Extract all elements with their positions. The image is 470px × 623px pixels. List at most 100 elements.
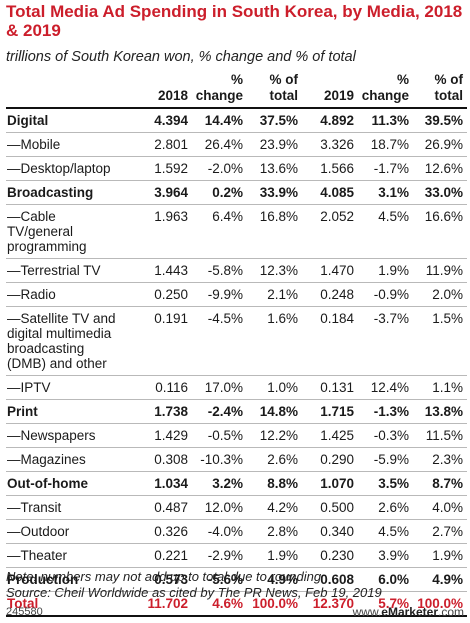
table-cell: 1.070	[302, 471, 358, 496]
table-cell: 5.7%	[358, 591, 413, 617]
footnote: Note: numbers may not add up to total du…	[6, 569, 322, 584]
table-cell: 4.2%	[247, 495, 302, 520]
table-cell: -1.7%	[358, 156, 413, 181]
table-cell: 2.1%	[247, 282, 302, 307]
row-label: Out-of-home	[6, 471, 129, 496]
table-row: Out-of-home 1.034 3.2% 8.8% 1.070 3.5% 8.7%	[6, 471, 467, 496]
table-cell: 33.0%	[413, 180, 467, 205]
table-cell: 33.9%	[247, 180, 302, 205]
chart-title: Total Media Ad Spending in South Korea, …	[6, 2, 463, 40]
column-header: 2018	[129, 70, 192, 109]
table-cell: -0.9%	[358, 282, 413, 307]
row-label: —Newspapers	[6, 423, 129, 448]
table-cell: 39.5%	[413, 108, 467, 133]
table-cell: 1.6%	[247, 306, 302, 376]
table-row: —Desktop/laptop 1.592 -2.0% 13.6% 1.566 -1.7%…	[6, 156, 467, 181]
table-cell: 11.702	[129, 591, 192, 617]
table-cell: -0.5%	[192, 423, 247, 448]
table-cell: 1.034	[129, 471, 192, 496]
table-cell: 8.8%	[247, 471, 302, 496]
table-cell: -5.8%	[192, 258, 247, 283]
table-cell: 1.5%	[413, 306, 467, 376]
table-cell: 11.5%	[413, 423, 467, 448]
column-header: % change	[192, 70, 247, 109]
table-cell: 3.964	[129, 180, 192, 205]
brand-prefix: www.	[352, 605, 382, 619]
brand-logo: www.eMarketer.com	[353, 605, 464, 619]
table-cell: -4.0%	[192, 519, 247, 544]
row-label: —IPTV	[6, 375, 129, 400]
table-cell: -10.3%	[192, 447, 247, 472]
table-cell: 0.248	[302, 282, 358, 307]
chart-subtitle: trillions of South Korean won, % change …	[6, 49, 356, 65]
table-row: —Cable TV/general programming 1.963 6.4% 16…	[6, 204, 467, 259]
table-header: 2018% change% of total 2019% change% of t…	[6, 70, 467, 109]
table-cell: 100.0%	[247, 591, 302, 617]
row-label: Print	[6, 399, 129, 424]
table-cell: 18.7%	[358, 132, 413, 157]
column-header: % of total	[413, 70, 467, 109]
table-cell: 37.5%	[247, 108, 302, 133]
notes: Note: numbers may not add up to total du…	[6, 569, 466, 600]
table-cell: 4.9%	[247, 567, 302, 592]
table-cell: -9.9%	[192, 282, 247, 307]
row-label: —Terrestrial TV	[6, 258, 129, 283]
table-cell: 11.9%	[413, 258, 467, 283]
table-row: Total 11.702 4.6% 100.0% 12.370 5.7% 100.0%	[6, 591, 467, 617]
table-body: Digital 4.394 14.4% 37.5% 4.892 11.3% 39.5% —Mo…	[6, 108, 467, 617]
table-row: —Theater 0.221 -2.9% 1.9% 0.230 3.9% 1.9%	[6, 543, 467, 568]
table-cell: 26.4%	[192, 132, 247, 157]
table-cell: -4.5%	[192, 306, 247, 376]
table-cell: 0.340	[302, 519, 358, 544]
table-cell: 0.191	[129, 306, 192, 376]
table-cell: 0.116	[129, 375, 192, 400]
table-cell: 1.429	[129, 423, 192, 448]
row-label: —Satellite TV and digital multimedia bro…	[6, 306, 129, 376]
source-line: Source: Cheil Worldwide as cited by The …	[6, 584, 382, 600]
table-cell: 1.592	[129, 156, 192, 181]
table-row: —Radio 0.250 -9.9% 2.1% 0.248 -0.9% 2.0%	[6, 282, 467, 307]
table-cell: 16.8%	[247, 204, 302, 259]
footer: 245580 www.eMarketer.com	[0, 603, 470, 623]
table-cell: 12.0%	[192, 495, 247, 520]
row-label: —Magazines	[6, 447, 129, 472]
row-label: —Transit	[6, 495, 129, 520]
table-row: Print 1.738 -2.4% 14.8% 1.715 -1.3% 13.8%	[6, 399, 467, 424]
table-cell: 2.6%	[358, 495, 413, 520]
column-header-label	[6, 70, 129, 109]
row-label: —Cable TV/general programming	[6, 204, 129, 259]
table-cell: 6.4%	[192, 204, 247, 259]
table-cell: 12.3%	[247, 258, 302, 283]
table-cell: 1.963	[129, 204, 192, 259]
table-cell: 12.6%	[413, 156, 467, 181]
table-row: —Outdoor 0.326 -4.0% 2.8% 0.340 4.5% 2.7%	[6, 519, 467, 544]
row-label: —Mobile	[6, 132, 129, 157]
table-cell: 0.608	[302, 567, 358, 592]
chart-id: 245580	[6, 606, 43, 618]
table-cell: 1.0%	[247, 375, 302, 400]
table-row: —Magazines 0.308 -10.3% 2.6% 0.290 -5.9% 2.3%	[6, 447, 467, 472]
table-cell: 1.9%	[413, 543, 467, 568]
row-label: Production	[6, 567, 129, 592]
table-cell: 4.0%	[413, 495, 467, 520]
table-cell: 1.566	[302, 156, 358, 181]
table-cell: 14.8%	[247, 399, 302, 424]
table-cell: 4.6%	[192, 591, 247, 617]
table-cell: -5.6%	[192, 567, 247, 592]
table-cell: 2.6%	[247, 447, 302, 472]
column-header: 2019	[302, 70, 358, 109]
table-cell: 2.801	[129, 132, 192, 157]
table-cell: 0.250	[129, 282, 192, 307]
row-label: Broadcasting	[6, 180, 129, 205]
brand-name: eMarketer	[381, 605, 438, 619]
table-row: —Mobile 2.801 26.4% 23.9% 3.326 18.7% 26.9%	[6, 132, 467, 157]
table-cell: 11.3%	[358, 108, 413, 133]
table-cell: 2.3%	[413, 447, 467, 472]
table-row: —Terrestrial TV 1.443 -5.8% 12.3% 1.470 1.9% 1…	[6, 258, 467, 283]
table-cell: 1.715	[302, 399, 358, 424]
table-cell: 13.6%	[247, 156, 302, 181]
row-label: Digital	[6, 108, 129, 133]
table-cell: 4.5%	[358, 519, 413, 544]
table-row: Production 0.573 -5.6% 4.9% 0.608 6.0% 4.9%	[6, 567, 467, 592]
row-label: —Outdoor	[6, 519, 129, 544]
